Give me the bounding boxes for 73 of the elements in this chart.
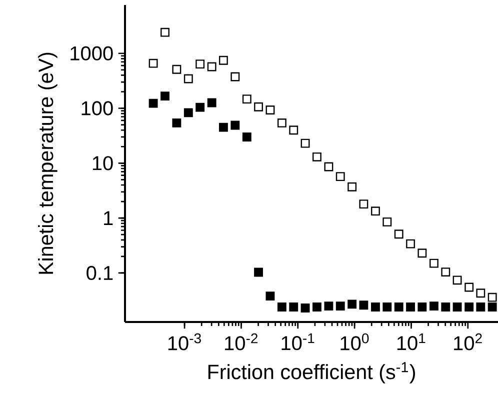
point xyxy=(218,56,228,65)
point xyxy=(430,258,438,268)
point xyxy=(242,94,252,104)
point xyxy=(452,276,462,285)
point xyxy=(148,98,158,108)
point xyxy=(394,230,404,239)
point xyxy=(207,98,216,108)
x-axis-title: Friction coefficient (s$^{-1}$) xyxy=(208,362,415,384)
point xyxy=(418,302,427,312)
point xyxy=(394,302,404,312)
point xyxy=(160,92,170,100)
x-tick-label: 10$^{1}$ xyxy=(397,333,426,350)
point xyxy=(452,302,462,312)
point xyxy=(382,217,392,226)
point xyxy=(277,118,286,128)
x-tick-label: 10$^{0}$ xyxy=(340,333,369,350)
point xyxy=(207,62,216,72)
y-tick-label: 0.1 xyxy=(86,266,113,280)
point xyxy=(160,28,170,37)
x-tick-label: 10$^{-3}$ xyxy=(168,333,201,350)
point xyxy=(266,292,275,301)
point xyxy=(464,282,474,292)
point xyxy=(371,206,380,216)
point xyxy=(430,302,438,311)
point xyxy=(218,122,228,132)
point xyxy=(230,120,240,130)
point xyxy=(348,300,357,309)
point xyxy=(184,108,193,118)
point xyxy=(418,248,427,258)
point xyxy=(488,302,497,312)
point xyxy=(289,126,298,135)
point xyxy=(441,268,450,277)
point xyxy=(406,239,415,248)
point xyxy=(196,60,205,69)
point xyxy=(230,72,240,82)
point xyxy=(289,302,298,312)
point xyxy=(359,200,368,209)
point xyxy=(172,64,182,74)
point xyxy=(148,58,158,68)
point xyxy=(254,102,263,112)
point xyxy=(476,288,486,298)
point xyxy=(324,162,334,172)
point xyxy=(196,102,205,112)
point xyxy=(336,302,345,311)
x-tick-label: 10$^{2}$ xyxy=(454,333,482,350)
point xyxy=(382,302,392,312)
point xyxy=(172,118,182,128)
point xyxy=(371,302,380,312)
point xyxy=(476,302,486,312)
y-tick-label: 100 xyxy=(82,101,113,116)
point xyxy=(324,302,334,311)
y-axis-title: Kinetic temperature (eV) xyxy=(38,52,58,274)
point xyxy=(441,302,450,312)
point xyxy=(184,74,193,84)
point xyxy=(312,302,322,312)
point xyxy=(242,132,252,142)
point xyxy=(300,138,310,148)
point xyxy=(348,182,357,192)
point xyxy=(406,302,415,312)
x-tick-label: 10$^{-2}$ xyxy=(225,333,258,350)
y-tick-label: 1000 xyxy=(70,46,113,60)
point xyxy=(336,172,345,182)
point xyxy=(277,302,286,312)
point xyxy=(266,106,275,114)
point xyxy=(359,300,368,310)
point xyxy=(300,304,310,312)
y-tick-label: 10 xyxy=(92,156,113,170)
point xyxy=(312,152,322,162)
point xyxy=(254,268,263,277)
y-tick-label: 1 xyxy=(104,211,113,225)
x-tick-label: 10$^{-1}$ xyxy=(282,333,314,350)
point xyxy=(464,302,474,312)
point xyxy=(488,292,497,302)
